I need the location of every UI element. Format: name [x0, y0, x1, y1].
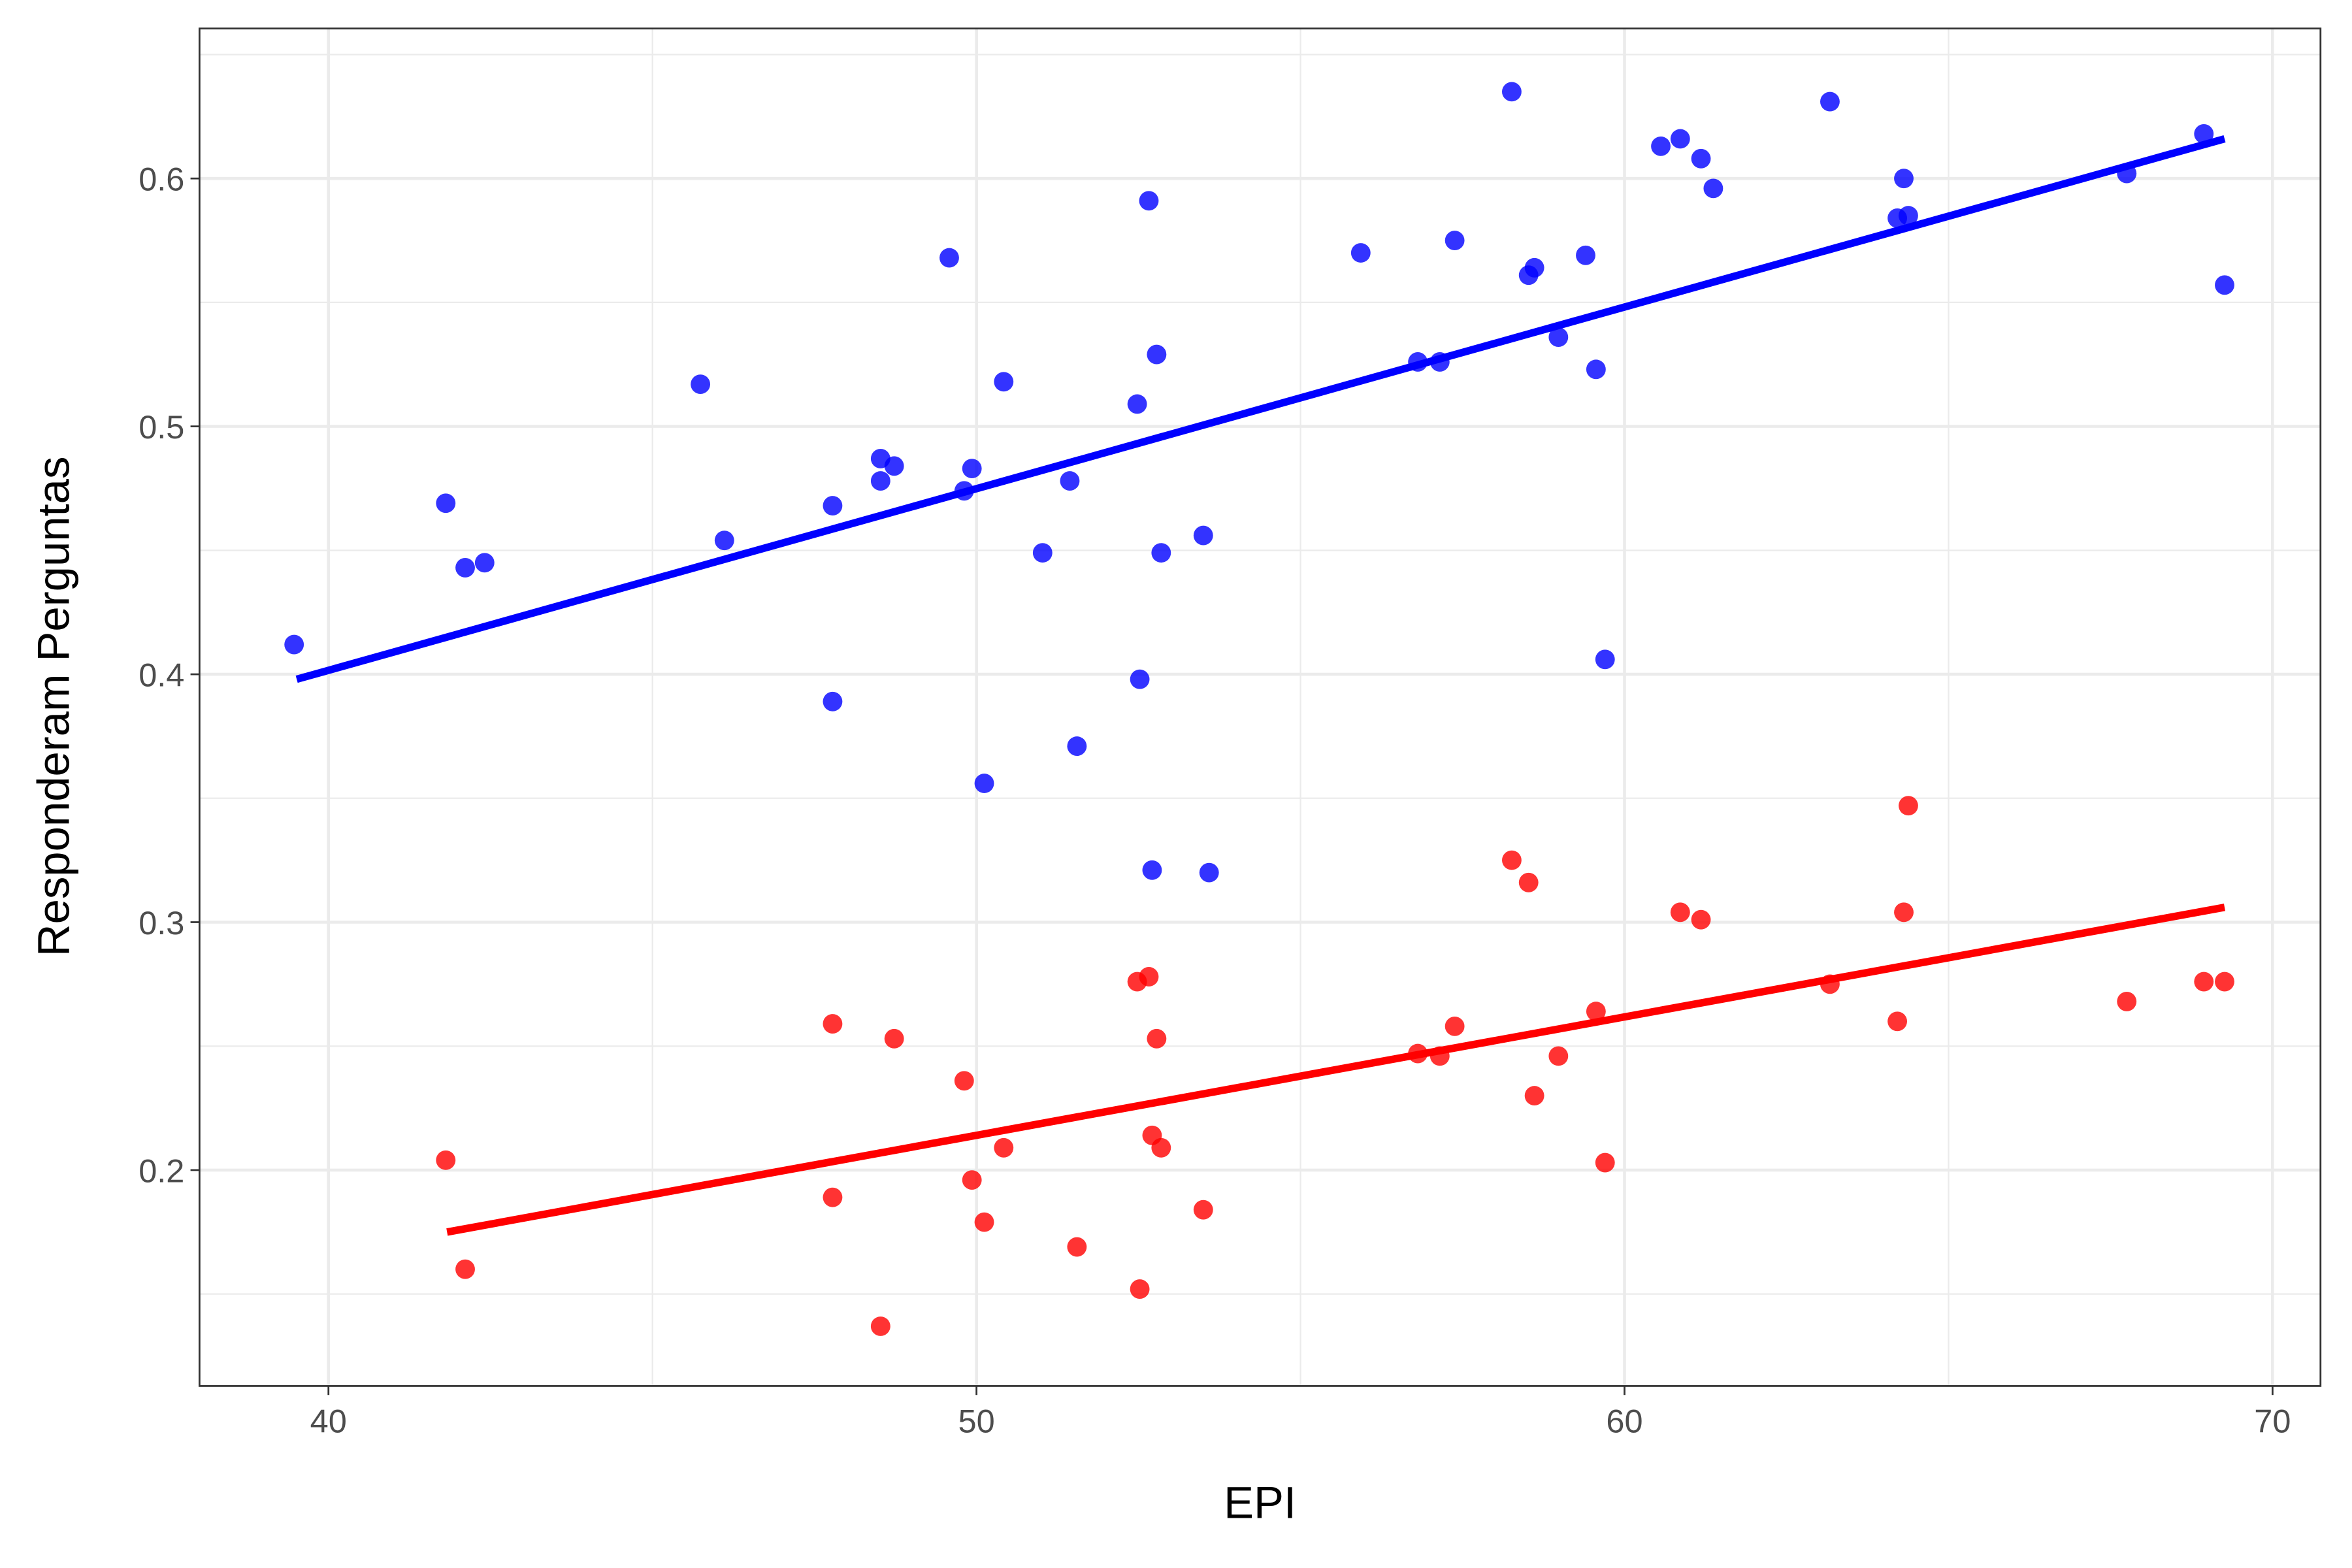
point [1127, 394, 1147, 414]
marks [284, 82, 2234, 1336]
point [2215, 972, 2234, 992]
point [823, 1187, 843, 1207]
x-tick-label: 40 [310, 1403, 347, 1440]
point [1586, 359, 1606, 380]
panel-border [198, 27, 2322, 1387]
point [1524, 1086, 1544, 1106]
point [2117, 991, 2137, 1011]
point [1887, 1011, 1908, 1032]
point [1067, 736, 1087, 757]
point [954, 1071, 974, 1091]
point [1670, 129, 1690, 149]
point [1151, 543, 1171, 563]
point [436, 493, 456, 514]
point [1060, 471, 1080, 491]
trend-line [446, 904, 2226, 1236]
point [1548, 1046, 1569, 1066]
point [1518, 872, 1539, 892]
point [1595, 649, 1615, 670]
x-tick-label: 70 [2254, 1403, 2291, 1440]
point [1193, 525, 1213, 546]
point [1501, 82, 1522, 102]
point [962, 459, 982, 479]
y-tick-label: 0.2 [139, 1152, 184, 1189]
point [1445, 231, 1465, 250]
point [1586, 1002, 1606, 1022]
point [1193, 1200, 1213, 1220]
point [1501, 850, 1522, 870]
point [1032, 543, 1053, 563]
x-tick-label: 50 [958, 1403, 995, 1440]
point [823, 691, 843, 711]
point [823, 496, 843, 515]
point [1350, 243, 1371, 263]
point [1142, 860, 1162, 880]
point [455, 557, 475, 578]
point [1445, 1016, 1465, 1036]
point [1894, 169, 1914, 189]
point [2194, 123, 2214, 144]
point [1899, 206, 1918, 226]
point [436, 1150, 456, 1170]
y-tick-label: 0.3 [139, 904, 184, 941]
point [870, 471, 890, 491]
trend-line [295, 135, 2226, 683]
point [691, 374, 711, 395]
point [1139, 191, 1159, 211]
point [1899, 796, 1918, 816]
point [974, 774, 994, 793]
point [1691, 148, 1711, 169]
axes: 40 50 60 70 0.2 0.3 0.4 0.5 0.6 [139, 161, 2291, 1440]
point [284, 634, 304, 655]
point [1548, 327, 1569, 347]
point [1199, 862, 1219, 883]
point [1576, 245, 1595, 265]
point [939, 248, 959, 268]
point [1670, 902, 1690, 923]
point [2215, 275, 2234, 295]
grid [199, 28, 2321, 1386]
point [1894, 902, 1914, 923]
point [1130, 669, 1150, 689]
point [714, 531, 734, 551]
point [884, 1028, 904, 1049]
point [1820, 91, 1840, 112]
point [1703, 178, 1723, 199]
point [1139, 967, 1159, 987]
point [2194, 972, 2214, 992]
y-tick-label: 0.6 [139, 161, 184, 198]
point [823, 1014, 843, 1034]
point [474, 553, 495, 573]
point [1151, 1137, 1171, 1158]
point [455, 1259, 475, 1279]
x-axis-title: EPI [1224, 1477, 1296, 1527]
point [1691, 909, 1711, 930]
point [974, 1212, 994, 1232]
y-tick-label: 0.4 [139, 656, 184, 693]
x-tick-label: 60 [1606, 1403, 1642, 1440]
point [884, 456, 904, 476]
point [962, 1170, 982, 1190]
point [1147, 344, 1167, 365]
point [1130, 1279, 1150, 1299]
point [870, 1316, 890, 1336]
y-tick-label: 0.5 [139, 408, 184, 446]
point [1595, 1152, 1615, 1173]
point [1524, 257, 1544, 278]
point [994, 372, 1014, 392]
y-axis-title: Responderam Perguntas [29, 457, 79, 957]
point [1147, 1028, 1167, 1049]
point [994, 1137, 1014, 1158]
point [1067, 1237, 1087, 1257]
point [1651, 136, 1671, 156]
